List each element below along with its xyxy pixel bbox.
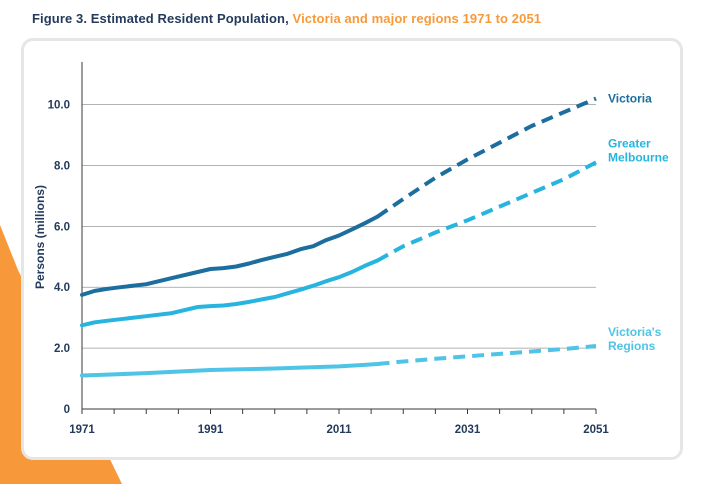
y-tick-label: 8.0 xyxy=(54,160,70,172)
y-tick-label: 2.0 xyxy=(54,343,70,355)
series-greater_melbourne-estimated xyxy=(80,258,380,328)
figure-title: Figure 3. Estimated Resident Population,… xyxy=(32,11,541,26)
axes xyxy=(81,62,597,414)
series-label-victoria: Victoria xyxy=(608,92,652,106)
series-label-greater_melbourne: Greater xyxy=(608,136,651,150)
series-label-greater_melbourne: Melbourne xyxy=(608,150,669,164)
series-greater_melbourne-projected xyxy=(376,160,597,263)
y-tick-label: 4.0 xyxy=(54,282,70,294)
x-tick-label: 2011 xyxy=(327,424,353,436)
figure-title-highlight: Victoria and major regions 1971 to 2051 xyxy=(292,11,542,26)
y-axis-title: Persons (millions) xyxy=(33,185,47,289)
series-victorias_regions-projected xyxy=(377,344,597,366)
series-victoria-estimated xyxy=(80,214,380,297)
series-victoria-projected xyxy=(376,96,597,219)
gridlines xyxy=(82,104,596,349)
figure-title-prefix: Figure 3. Estimated Resident Population, xyxy=(32,11,293,26)
y-tick-label: 6.0 xyxy=(54,221,70,233)
series-label-victorias_regions: Victoria's xyxy=(608,325,662,339)
series-victorias_regions-estimated xyxy=(80,362,380,378)
tick-labels: 0 2.0 4.0 6.0 8.0 10.0 1971 1991 2011 2031 2051 xyxy=(48,100,610,436)
y-tick-label: 10.0 xyxy=(48,100,70,112)
y-tick-label: 0 xyxy=(64,404,70,416)
x-tick-label: 2051 xyxy=(583,424,609,436)
chart-card xyxy=(21,38,683,460)
series-label-victorias_regions: Regions xyxy=(608,339,656,353)
series-lines xyxy=(80,96,597,378)
x-tick-label: 1991 xyxy=(198,424,224,436)
x-tick-label: 2031 xyxy=(455,424,481,436)
x-tick-label: 1971 xyxy=(69,424,95,436)
